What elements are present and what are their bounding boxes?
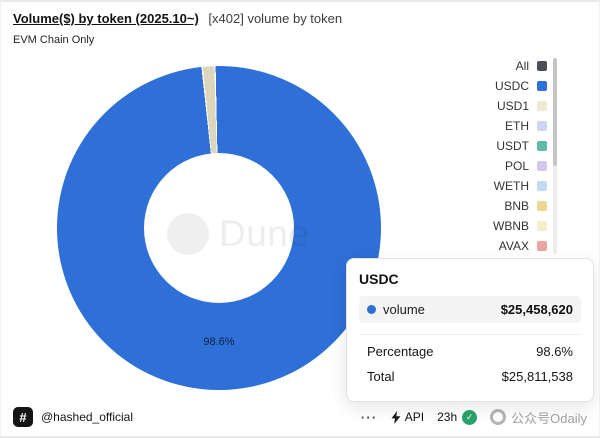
api-lightning-icon bbox=[391, 410, 401, 424]
legend-swatch bbox=[537, 181, 547, 191]
legend-swatch bbox=[537, 221, 547, 231]
last-updated[interactable]: 23h bbox=[437, 409, 478, 425]
legend-label: AVAX bbox=[498, 239, 529, 253]
legend-item-usd1[interactable]: USD1 bbox=[437, 96, 547, 116]
legend-item-bnb[interactable]: BNB bbox=[437, 196, 547, 216]
legend-swatch bbox=[537, 61, 547, 71]
legend-label: WBNB bbox=[493, 219, 529, 233]
chart-subtitle: EVM Chain Only bbox=[13, 34, 95, 46]
chart-title-suffix: [x402] volume by token bbox=[208, 11, 343, 26]
legend-item-avax[interactable]: AVAX bbox=[437, 236, 547, 256]
odaily-watermark-text: 公众号Odaily bbox=[511, 410, 587, 426]
last-updated-label: 23h bbox=[437, 410, 458, 424]
legend-item-pol[interactable]: POL bbox=[437, 156, 547, 176]
hashed-logo: # bbox=[13, 407, 33, 427]
api-link[interactable]: API bbox=[391, 410, 424, 424]
tooltip-title: USDC bbox=[359, 271, 399, 287]
series-label: volume bbox=[383, 302, 425, 317]
freshness-check-icon bbox=[462, 409, 478, 425]
tooltip-series-row: volume $25,458,620 bbox=[359, 296, 581, 323]
legend-swatch bbox=[537, 101, 547, 111]
total-value: $25,811,538 bbox=[501, 369, 573, 384]
legend-label: USDT bbox=[496, 139, 529, 153]
legend-item-weth[interactable]: WETH bbox=[437, 176, 547, 196]
legend-item-usdt[interactable]: USDT bbox=[437, 136, 547, 156]
legend-item-eth[interactable]: ETH bbox=[437, 116, 547, 136]
legend-label: USD1 bbox=[496, 99, 529, 113]
legend-swatch bbox=[537, 81, 547, 91]
legend-swatch bbox=[537, 141, 547, 151]
legend-scrollbar[interactable] bbox=[553, 58, 557, 254]
legend-item-usdc[interactable]: USDC bbox=[437, 76, 547, 96]
legend-scrollbar-thumb[interactable] bbox=[553, 58, 557, 166]
chart-header: Volume($) by token (2025.10~) [x402] vol… bbox=[13, 11, 342, 46]
legend-label: All bbox=[515, 59, 529, 73]
legend-label: POL bbox=[504, 159, 529, 173]
odaily-watermark: 公众号Odaily bbox=[490, 408, 587, 427]
author-handle-link[interactable]: @hashed_official bbox=[41, 410, 134, 424]
tooltip-total-row: Total $25,811,538 bbox=[359, 364, 581, 389]
legend-label: WETH bbox=[493, 179, 529, 193]
legend-swatch bbox=[537, 121, 547, 131]
slice-percentage-label: 98.6% bbox=[203, 336, 235, 348]
legend: All USDC USD1 ETH USDT POL WETH BNB bbox=[437, 56, 557, 256]
series-value: $25,458,620 bbox=[500, 302, 573, 317]
legend-swatch bbox=[537, 201, 547, 211]
chart-title-link[interactable]: Volume($) by token (2025.10~) bbox=[13, 11, 199, 26]
tooltip-divider bbox=[359, 334, 581, 335]
legend-label: ETH bbox=[505, 119, 529, 133]
percentage-label: Percentage bbox=[367, 344, 434, 359]
legend-swatch bbox=[537, 241, 547, 251]
series-color-dot bbox=[367, 305, 376, 314]
more-menu-button[interactable]: ⋯ bbox=[359, 407, 378, 427]
legend-item-all[interactable]: All bbox=[437, 56, 547, 76]
tooltip-percentage-row: Percentage 98.6% bbox=[359, 339, 581, 364]
api-label: API bbox=[404, 410, 425, 424]
tooltip: USDC volume $25,458,620 Percentage 98.6%… bbox=[346, 258, 594, 402]
total-label: Total bbox=[367, 369, 395, 384]
donut-hole bbox=[144, 153, 294, 303]
legend-swatch bbox=[537, 161, 547, 171]
legend-label: USDC bbox=[494, 79, 529, 93]
legend-label: BNB bbox=[504, 199, 529, 213]
percentage-value: 98.6% bbox=[536, 344, 573, 359]
odaily-logo-icon bbox=[490, 409, 507, 425]
legend-item-wbnb[interactable]: WBNB bbox=[437, 216, 547, 236]
footer: # @hashed_official ⋯ API 23h 公众号Odaily bbox=[1, 398, 599, 436]
